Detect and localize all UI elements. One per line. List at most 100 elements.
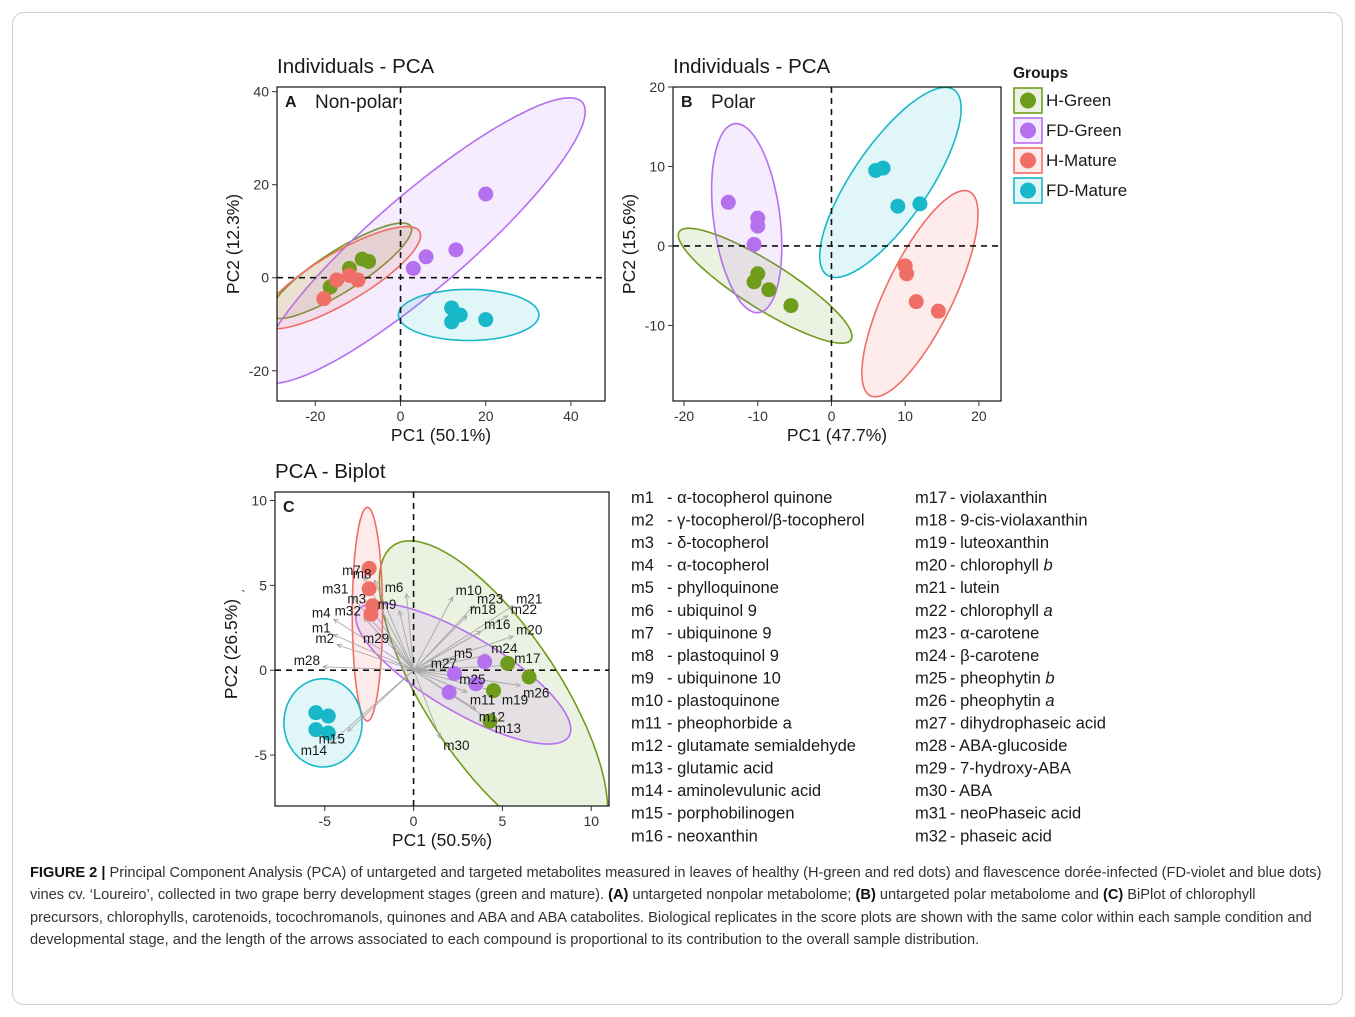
confidence-ellipse-h-green (378, 539, 609, 806)
compound-italic: b (1045, 669, 1054, 687)
confidence-ellipse-h-mature (860, 189, 979, 398)
x-tick-label: -10 (748, 408, 768, 424)
data-point-h-green (482, 713, 498, 729)
loading-label-m17: m17 (514, 651, 540, 666)
compound-name-m29: - 7-hydroxy-ABA (950, 760, 1071, 778)
compound-name-m20: - chlorophyll b (950, 557, 1053, 575)
data-point-fd-green (418, 249, 434, 265)
caption-label: FIGURE 2 | (30, 865, 106, 881)
panel-subtitle: Non-polar (315, 92, 399, 113)
loading-arrowhead-m22 (502, 615, 509, 621)
ellipse-layer (677, 87, 979, 398)
caption-ref-b: (B) (855, 887, 876, 904)
panel-letter: B (681, 94, 693, 111)
data-point-h-green (750, 266, 766, 282)
loading-label-m2: m2 (315, 631, 334, 646)
data-point-fd-mature (478, 312, 494, 328)
caption-ref-a: (A) (608, 887, 629, 904)
compound-code-m11: m11 (631, 715, 662, 733)
legend: Groups H-Green FD-Green H-Mature FD-Mature (1013, 65, 1127, 204)
data-point-fd-mature (890, 198, 906, 214)
compound-name-m26: - pheophytin a (950, 692, 1055, 710)
loading-label-m9: m9 (378, 597, 397, 612)
compound-code-m26: m26 (915, 692, 947, 710)
loading-label-m7: m7 (342, 563, 361, 578)
compound-code-m18: m18 (915, 512, 947, 530)
legend-swatch-h-mature (1020, 152, 1036, 169)
data-point-fd-mature (444, 314, 460, 330)
compound-code-m10: m10 (631, 692, 663, 710)
x-axis-label: PC1 (50.1%) (391, 425, 491, 445)
loading-label-m4: m4 (312, 605, 331, 620)
plot-border (672, 86, 1002, 402)
x-tick-label: -20 (305, 408, 325, 424)
x-tick-label: 5 (499, 813, 507, 829)
x-axis-label: PC1 (47.7%) (787, 425, 887, 445)
compound-code-m14: m14 (631, 782, 663, 800)
data-point-h-mature (930, 303, 946, 319)
loading-label-m22: m22 (511, 602, 537, 617)
loading-label-m32: m32 (335, 604, 361, 619)
data-point-fd-mature (320, 708, 336, 724)
caption-text-3: untargeted polar metabolome and (875, 887, 1103, 904)
legend-label-h-mature: H-Mature (1046, 151, 1117, 170)
legend-label-fd-mature: FD-Mature (1046, 181, 1127, 200)
compound-code-m19: m19 (915, 534, 947, 552)
confidence-ellipse-fd-mature (283, 677, 363, 768)
pca-figure: Individuals - PCA A Non-polar -20 0 20 40 -20 0 2… (221, 55, 1127, 850)
loading-label-m5: m5 (454, 646, 473, 661)
confidence-ellipse-fd-mature (397, 288, 540, 342)
stray-mark: ` (241, 587, 246, 603)
loading-label-m19: m19 (502, 692, 528, 707)
legend-key-h-green (1013, 87, 1043, 114)
loading-arrow-m14 (329, 669, 414, 744)
compound-code-m7: m7 (631, 624, 654, 642)
loading-arrowhead-m4 (332, 618, 339, 624)
confidence-ellipse-fd-mature (818, 87, 963, 279)
y-tick-label: 20 (649, 79, 665, 95)
y-tick-label: 10 (251, 492, 267, 508)
compound-name-m21: - lutein (950, 579, 1000, 597)
legend-swatch-fd-green (1020, 122, 1036, 139)
loading-label-m12: m12 (479, 709, 505, 724)
loading-label-m24: m24 (491, 641, 518, 656)
compound-code-m2: m2 (631, 512, 654, 530)
plot-border (276, 86, 606, 402)
loading-arrow-m30 (413, 670, 441, 739)
point-layer (308, 560, 537, 741)
loading-arrow-m17 (413, 664, 512, 671)
data-point-h-green (361, 253, 377, 269)
y-tick-label: -10 (645, 317, 665, 333)
compound-code-m6: m6 (631, 602, 654, 620)
data-point-fd-green (405, 260, 421, 276)
loading-arrowhead-m1 (332, 633, 339, 639)
compound-code-m25: m25 (915, 669, 947, 687)
loading-arrowhead-m7 (363, 575, 369, 582)
loading-label-m31: m31 (322, 582, 348, 597)
loading-arrow-m22 (413, 615, 508, 671)
compound-code-m1: m1 (631, 489, 654, 507)
chart-title: PCA - Biplot (275, 460, 386, 483)
data-point-h-mature (908, 294, 924, 310)
loading-arrow-m4 (333, 618, 414, 671)
compound-code-m23: m23 (915, 624, 947, 642)
loading-arrow-m21 (413, 605, 514, 671)
legend-label-h-green: H-Green (1046, 91, 1111, 110)
loading-label-m28: m28 (294, 653, 320, 668)
loading-arrowhead-m2 (336, 643, 343, 649)
compound-code-m29: m29 (915, 760, 947, 778)
loading-label-m20: m20 (516, 622, 542, 637)
x-axis-label: PC1 (50.5%) (392, 830, 492, 850)
loading-arrowhead-m28 (321, 664, 328, 670)
data-point-h-mature (329, 272, 345, 288)
panel-subtitle: Polar (711, 92, 756, 113)
loading-arrow-m1 (333, 634, 414, 671)
loading-arrow-m32 (363, 617, 414, 671)
y-tick-label: 0 (261, 270, 269, 286)
data-point-fd-green (720, 194, 736, 210)
confidence-ellipse-fd-green (277, 96, 587, 384)
compound-code-m5: m5 (631, 579, 654, 597)
loading-arrow-m6 (406, 593, 415, 671)
x-tick-label: -20 (674, 408, 694, 424)
y-tick-label: -5 (255, 747, 268, 763)
